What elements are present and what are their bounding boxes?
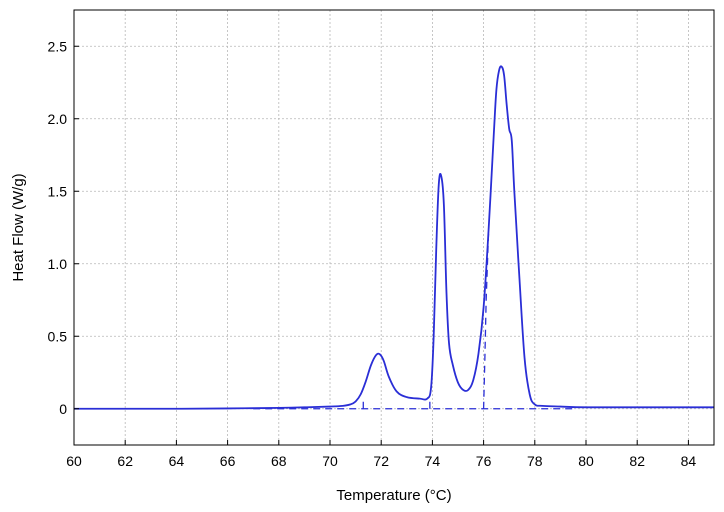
y-axis: 0 0.5 1.0 1.5 2.0 2.5 xyxy=(48,38,79,417)
series-layer xyxy=(74,65,714,410)
heat-flow-series-line xyxy=(74,65,714,410)
y-tick-label: 1.0 xyxy=(48,256,68,272)
y-tick-label: 1.5 xyxy=(48,183,68,199)
x-tick-label: 66 xyxy=(220,453,236,469)
x-axis: 60 62 64 66 68 70 72 74 76 78 80 82 84 xyxy=(66,440,696,469)
x-tick-label: 72 xyxy=(373,453,389,469)
x-axis-title: Temperature (°C) xyxy=(336,487,451,504)
x-tick-label: 64 xyxy=(169,453,185,469)
x-tick-label: 84 xyxy=(681,453,697,469)
x-tick-label: 60 xyxy=(66,453,82,469)
x-tick-label: 80 xyxy=(578,453,594,469)
y-tick-label: 0 xyxy=(59,401,67,417)
y-axis-title: Heat Flow (W/g) xyxy=(10,173,27,281)
y-tick-label: 0.5 xyxy=(48,328,68,344)
x-tick-label: 68 xyxy=(271,453,287,469)
x-tick-label: 82 xyxy=(629,453,645,469)
plot-area-frame xyxy=(73,9,715,446)
y-tick-label: 2.5 xyxy=(48,38,68,54)
x-tick-label: 70 xyxy=(322,453,338,469)
baseline-dashed-line xyxy=(482,227,490,409)
grid-lines xyxy=(73,10,714,445)
x-tick-label: 62 xyxy=(117,453,133,469)
x-tick-label: 76 xyxy=(476,453,492,469)
x-tick-label: 78 xyxy=(527,453,543,469)
y-tick-label: 2.0 xyxy=(48,111,68,127)
x-tick-label: 74 xyxy=(425,453,441,469)
